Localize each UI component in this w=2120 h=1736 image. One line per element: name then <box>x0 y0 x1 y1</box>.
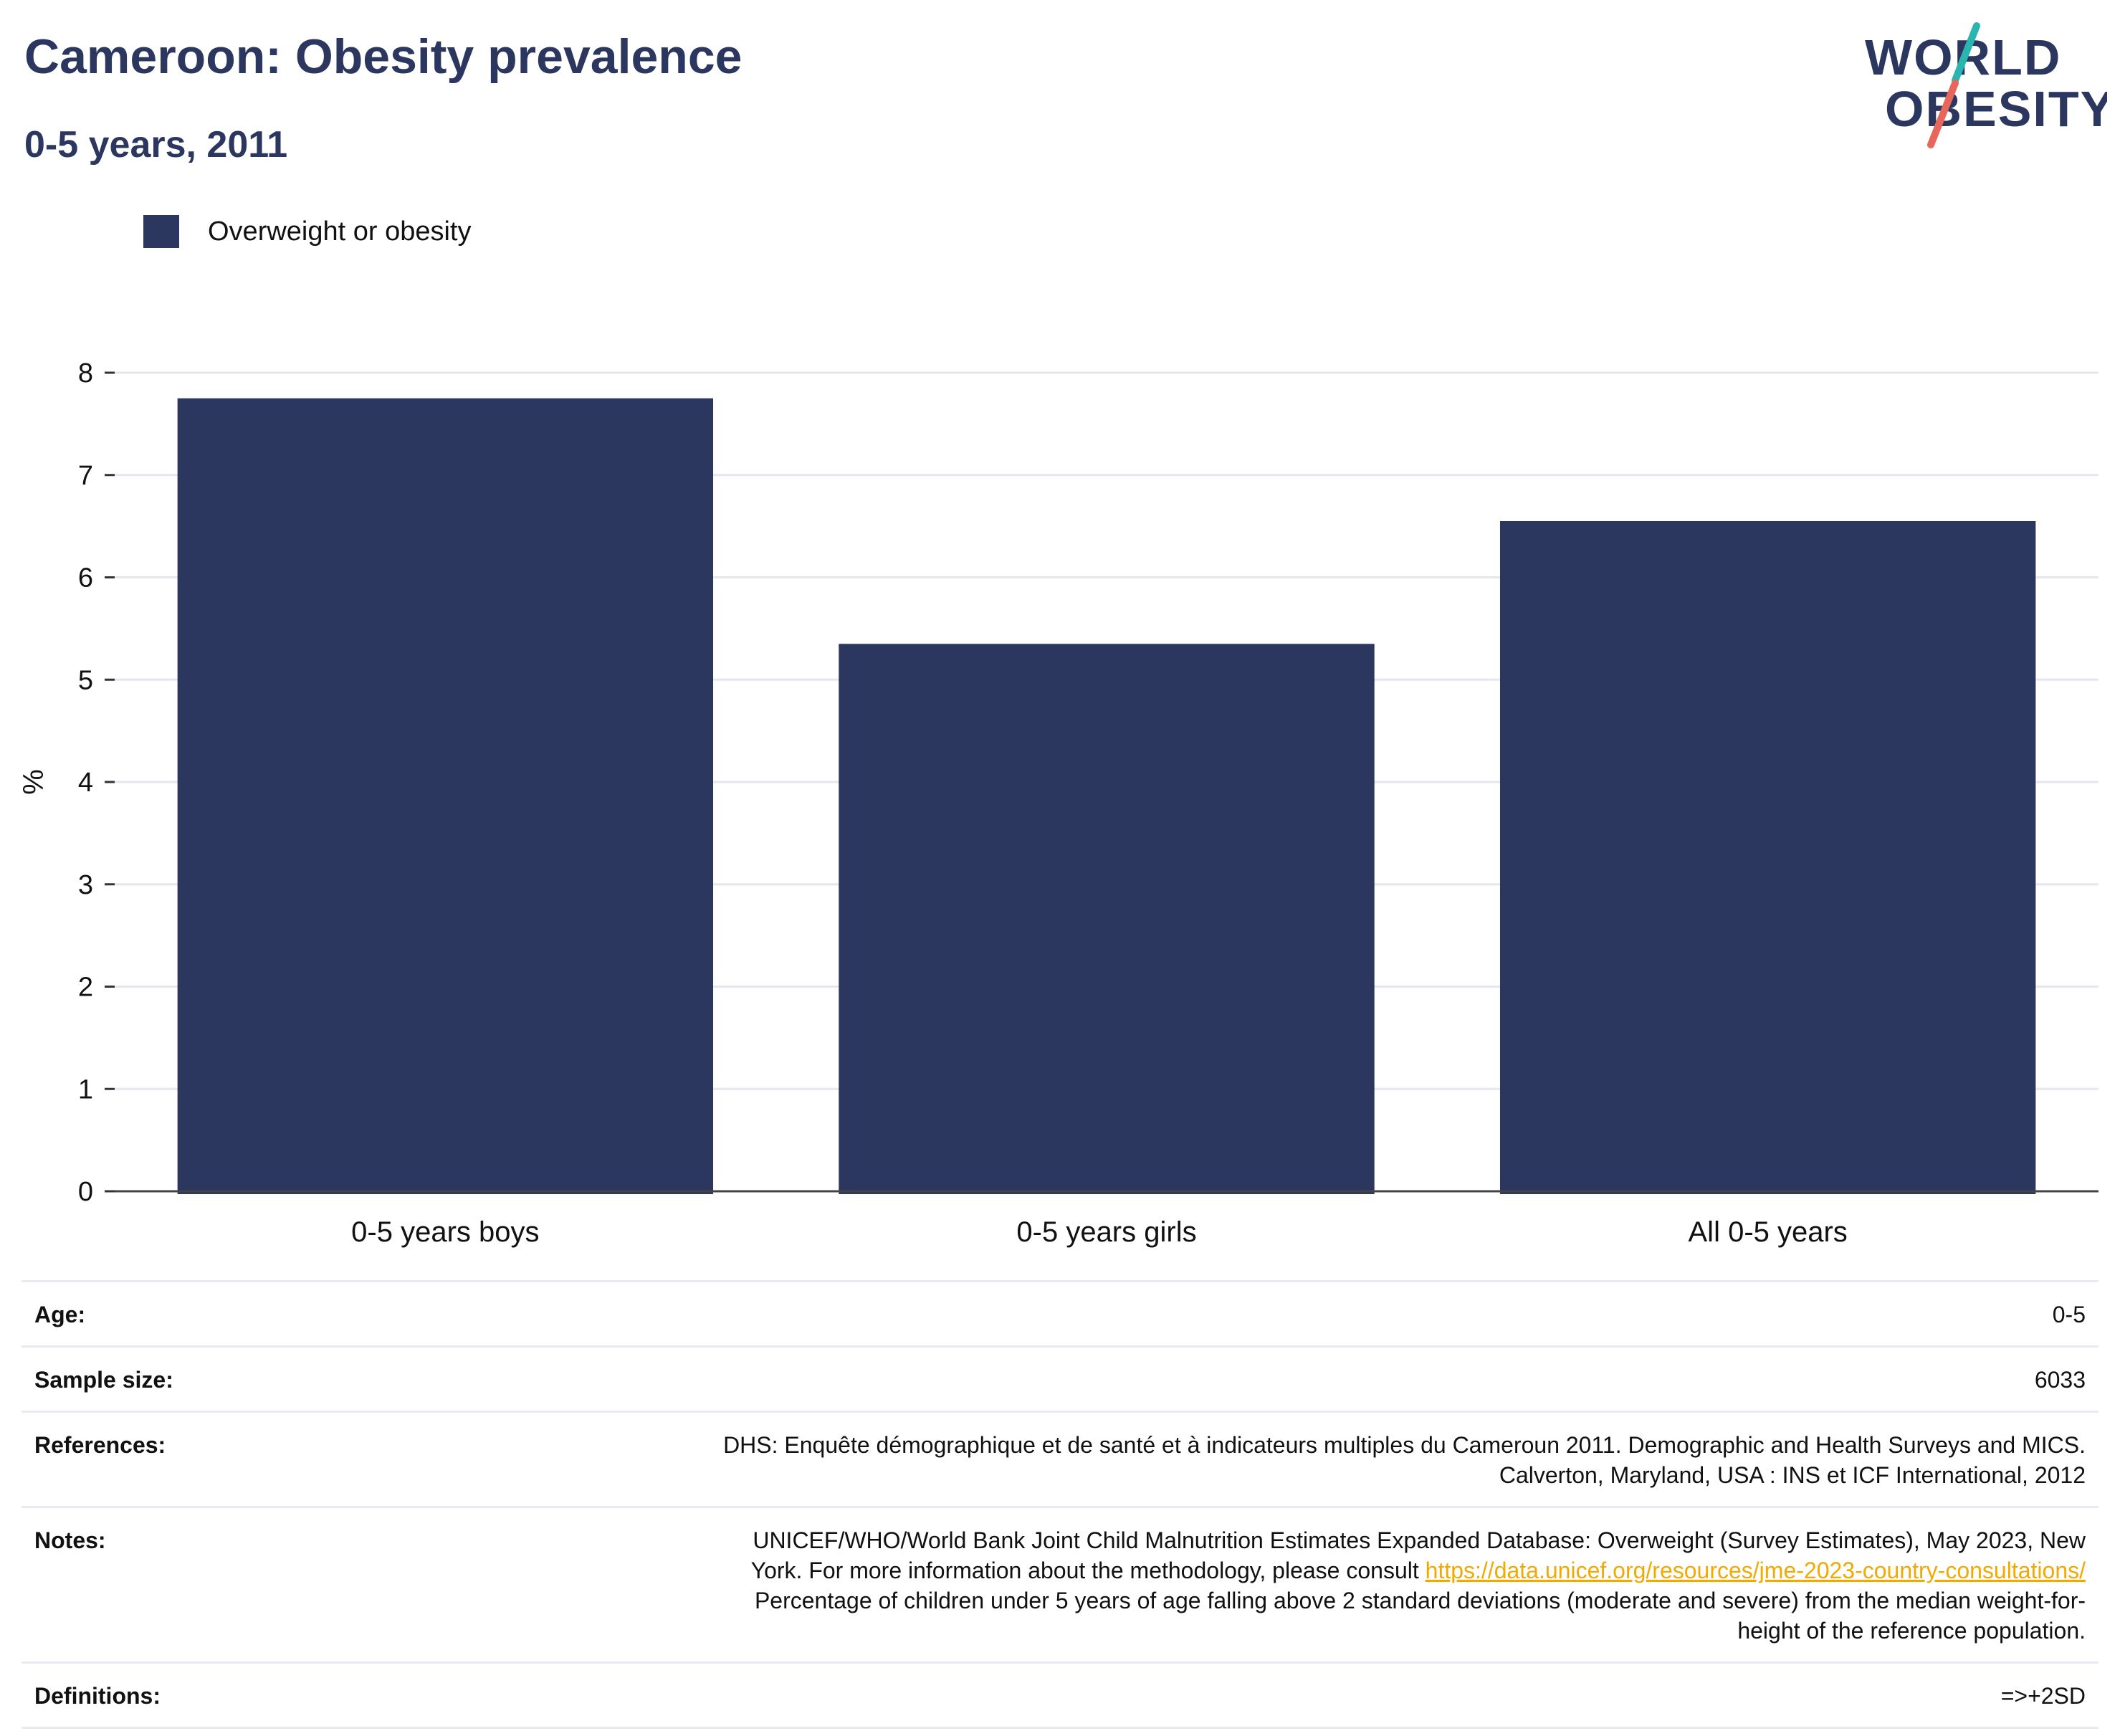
y-tick-label: 0 <box>78 1177 93 1207</box>
definitions-label: Definitions: <box>34 1683 161 1709</box>
info-row-notes: Notes: UNICEF/WHO/World Bank Joint Child… <box>22 1506 2098 1661</box>
age-value: 0-5 <box>2052 1302 2086 1327</box>
y-tick-label: 3 <box>78 870 93 900</box>
notes-line1: UNICEF/WHO/World Bank Joint Child Malnut… <box>753 1527 2086 1553</box>
legend-label: Overweight or obesity <box>208 216 472 247</box>
bar-1 <box>177 398 714 1194</box>
y-axis-label: % <box>18 769 49 795</box>
y-tick-label: 5 <box>78 665 93 695</box>
methodology-link[interactable]: https://data.unicef.org/resources/jme-20… <box>1425 1558 2086 1583</box>
world-obesity-logo: WORLD OBESITY <box>1865 22 2107 148</box>
x-tick-label: 0-5 years girls <box>1016 1216 1196 1248</box>
notes-line2-prefix: York. For more information about the met… <box>750 1558 1419 1583</box>
y-tick-label: 2 <box>78 973 93 1003</box>
info-row-age: Age: 0-5 <box>22 1280 2098 1345</box>
references-line2: Calverton, Maryland, USA : INS et ICF In… <box>1499 1462 2086 1488</box>
notes-line2: York. For more information about the met… <box>464 1555 2086 1585</box>
info-row-sample-size: Sample size: 6033 <box>22 1345 2098 1411</box>
age-label: Age: <box>34 1302 86 1327</box>
page-subtitle: 0-5 years, 2011 <box>24 124 288 166</box>
logo-slash-top <box>1952 22 1980 84</box>
y-tick-label: 4 <box>78 768 93 798</box>
sample-size-value: 6033 <box>2034 1367 2086 1393</box>
references-line1: DHS: Enquête démographique et de santé e… <box>723 1432 2086 1458</box>
sample-size-label: Sample size: <box>34 1367 173 1393</box>
x-tick-label: 0-5 years boys <box>351 1216 539 1248</box>
y-tick-label: 8 <box>78 358 93 388</box>
bar-chart: 0 1 2 3 4 5 6 7 8 0-5 years boys 0-5 years girls Al… <box>18 358 2098 1248</box>
references-label: References: <box>34 1432 166 1458</box>
bar-3 <box>1499 520 2036 1194</box>
chart-legend: Overweight or obesity <box>143 215 472 248</box>
definitions-value: =>+2SD <box>2000 1683 2086 1709</box>
y-tick-label: 1 <box>78 1074 93 1105</box>
notes-label: Notes: <box>34 1527 106 1553</box>
bar-2 <box>839 644 1375 1194</box>
x-tick-label: All 0-5 years <box>1689 1216 1848 1248</box>
info-row-references: References: DHS: Enquête démographique e… <box>22 1411 2098 1506</box>
y-tick-label: 7 <box>78 461 93 491</box>
legend-swatch <box>143 215 179 248</box>
logo-slash-bottom <box>1927 80 1959 148</box>
notes-line4: height of the reference population. <box>1737 1618 2086 1644</box>
info-row-definitions: Definitions: =>+2SD <box>22 1661 2098 1729</box>
notes-line3: Percentage of children under 5 years of … <box>754 1588 2086 1613</box>
y-tick-label: 6 <box>78 563 93 593</box>
notes-value: UNICEF/WHO/World Bank Joint Child Malnut… <box>464 1525 2086 1646</box>
references-value: DHS: Enquête démographique et de santé e… <box>464 1430 2086 1490</box>
logo-line2: OBESITY <box>1885 81 2107 137</box>
info-table: Age: 0-5 Sample size: 6033 References: D… <box>22 1280 2098 1729</box>
page-title: Cameroon: Obesity prevalence <box>24 29 743 84</box>
